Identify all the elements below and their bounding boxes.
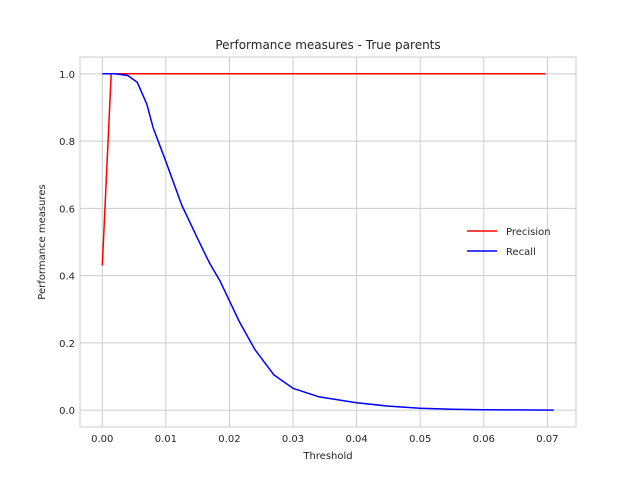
y-tick-label: 0.2 [59, 339, 75, 350]
plot-frame [79, 56, 577, 428]
legend-label-precision: Precision [506, 227, 551, 238]
plot-area [80, 57, 576, 427]
y-ticks: 0.0 0.2 0.4 0.6 0.8 1.0 [59, 70, 75, 417]
recall-line [102, 73, 554, 411]
y-tick-label: 0.0 [59, 406, 75, 417]
x-tick-label: 0.06 [473, 434, 495, 445]
x-tick-label: 0.05 [409, 434, 431, 445]
x-tick-label: 0.01 [155, 434, 177, 445]
y-tick-label: 0.8 [59, 137, 75, 148]
x-tick-label: 0.02 [218, 434, 240, 445]
x-tick-label: 0.03 [282, 434, 304, 445]
x-tick-label: 0.07 [536, 434, 558, 445]
x-ticks: 0.00 0.01 0.02 0.03 0.04 0.05 0.06 0.07 [91, 434, 558, 445]
x-axis-label: Threshold [302, 451, 352, 462]
series-lines [101, 73, 554, 411]
legend-label-recall: Recall [506, 247, 536, 258]
chart-title: Performance measures - True parents [215, 38, 440, 52]
x-tick-label: 0.04 [345, 434, 367, 445]
y-tick-label: 0.6 [59, 204, 75, 215]
y-axis-label: Performance measures [37, 184, 48, 299]
x-tick-label: 0.00 [91, 434, 113, 445]
precision-line [101, 73, 546, 266]
legend: Precision Recall [467, 227, 551, 258]
y-tick-label: 1.0 [59, 70, 75, 81]
y-tick-label: 0.4 [59, 272, 75, 283]
